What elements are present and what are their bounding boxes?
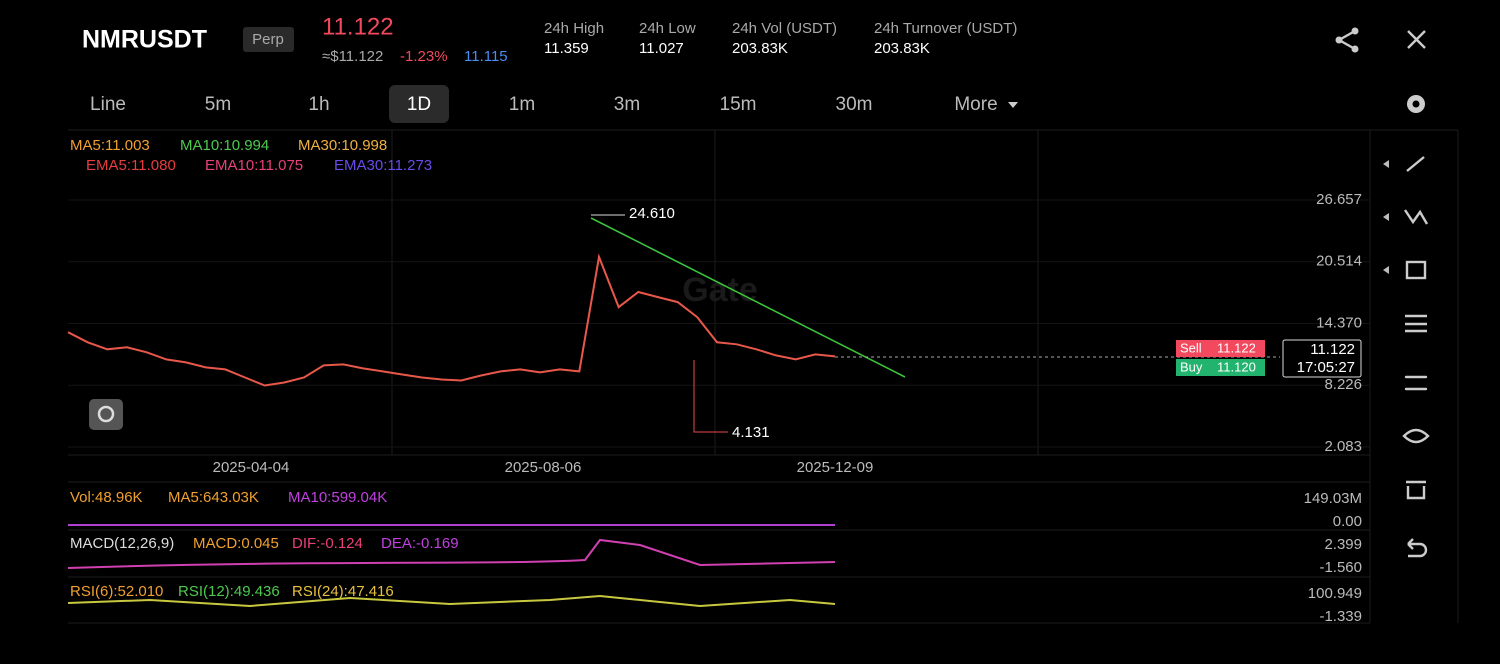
macd-line: [67, 538, 836, 569]
vol-label: MA5:643.03K: [168, 489, 259, 506]
tool-eye[interactable]: [1402, 428, 1430, 444]
tool-layers[interactable]: [1404, 375, 1428, 391]
close-icon[interactable]: [1407, 30, 1426, 49]
stat-label: 24h Vol (USDT): [732, 20, 837, 37]
macd-label: MACD:0.045: [193, 535, 279, 552]
badge: Perp: [252, 31, 284, 48]
buy-label: Buy: [1180, 359, 1203, 374]
ema-label: EMA5:11.080: [86, 157, 176, 174]
macd-axis-label: -1.560: [1319, 559, 1362, 576]
buy-price: 11.120: [1217, 359, 1256, 374]
timeframe-tab[interactable]: 1D: [407, 94, 431, 115]
symbol[interactable]: NMRUSDT: [82, 26, 207, 54]
timeframe-tab[interactable]: 1m: [509, 94, 535, 115]
approx-price: ≈$11.122: [322, 48, 383, 65]
trend-line[interactable]: [590, 217, 906, 378]
macd-label: MACD(12,26,9): [70, 535, 174, 552]
current-box: [1282, 339, 1362, 378]
sell-label: Sell: [1180, 340, 1202, 355]
low-label: 4.131: [732, 424, 770, 441]
frame: [68, 129, 1459, 624]
high-label: 24.610: [629, 205, 675, 222]
sell-tag[interactable]: [1176, 340, 1265, 357]
active-tab-bg: [389, 85, 449, 123]
timeframe-tab[interactable]: More: [954, 94, 997, 115]
stat-value: 11.027: [639, 40, 684, 57]
y-tick-label: 26.657: [1316, 191, 1362, 208]
timeframe-tab[interactable]: 1h: [308, 94, 329, 115]
stat-value: 203.83K: [874, 40, 930, 57]
toolbar-arrows: [1383, 160, 1389, 274]
ema-label: EMA10:11.075: [205, 157, 303, 174]
timeframe-tab[interactable]: 30m: [836, 94, 873, 115]
tool-line[interactable]: [1406, 156, 1425, 172]
tool-undo[interactable]: [1407, 538, 1428, 558]
stat-label: 24h Turnover (USDT): [874, 20, 1017, 37]
rsi-label: RSI(24):47.416: [292, 583, 394, 600]
dropdown-icon: [1008, 102, 1018, 108]
vol-axis-label: 149.03M: [1304, 490, 1362, 507]
stat-value: 203.83K: [732, 40, 788, 57]
macd-label: DIF:-0.124: [292, 535, 363, 552]
share-icon[interactable]: [1335, 27, 1359, 53]
timeframe-tab[interactable]: Line: [90, 94, 126, 115]
tool-delete[interactable]: [1406, 480, 1426, 500]
price-line: [67, 253, 836, 387]
timeframe-tab[interactable]: 5m: [205, 94, 231, 115]
timeframe-tab[interactable]: 3m: [614, 94, 640, 115]
toggle-button[interactable]: [89, 399, 123, 430]
rsi-axis-label: -1.339: [1319, 608, 1362, 625]
ma-label: MA10:10.994: [180, 137, 269, 154]
x-tick-label: 2025-12-09: [797, 459, 874, 476]
change: -1.23%: [400, 48, 448, 65]
x-tick-label: 2025-08-06: [505, 459, 582, 476]
rsi-label: RSI(12):49.436: [178, 583, 280, 600]
y-tick-label: 20.514: [1316, 253, 1362, 270]
mark-price: 11.115: [464, 48, 508, 65]
y-tick-label: 2.083: [1324, 438, 1362, 455]
ema-label: EMA30:11.273: [334, 157, 432, 174]
tool-settings[interactable]: [1405, 314, 1427, 333]
tool-rect[interactable]: [1405, 260, 1427, 280]
buy-tag[interactable]: [1176, 359, 1265, 376]
vol-label: MA10:599.04K: [288, 489, 387, 506]
countdown: 17:05:27: [1297, 359, 1355, 376]
vol-axis-label: 0.00: [1333, 513, 1362, 530]
rsi-axis-label: 100.949: [1308, 585, 1362, 602]
rsi-line: [67, 594, 836, 608]
settings-icon[interactable]: [1407, 95, 1425, 113]
tool-wave[interactable]: [1404, 209, 1429, 225]
current-price: 11.122: [1310, 341, 1355, 358]
watermark: Gate: [682, 271, 758, 309]
badge-bg: [243, 27, 294, 52]
ma-label: MA30:10.998: [298, 137, 387, 154]
sell-price: 11.122: [1217, 340, 1256, 355]
last-price: 11.122: [322, 13, 394, 40]
stat-label: 24h High: [544, 20, 604, 37]
timeframe-tab[interactable]: 15m: [720, 94, 757, 115]
stat-value: 11.359: [544, 40, 589, 57]
ma-label: MA5:11.003: [70, 137, 150, 154]
x-tick-label: 2025-04-04: [213, 459, 290, 476]
y-tick-label: 8.226: [1324, 376, 1362, 393]
low-pointer: [693, 360, 728, 433]
y-tick-label: 14.370: [1316, 314, 1362, 331]
vol-label: Vol:48.96K: [70, 489, 143, 506]
stat-label: 24h Low: [639, 20, 696, 37]
macd-axis-label: 2.399: [1324, 536, 1362, 553]
toggle-icon: [97, 405, 115, 423]
macd-label: DEA:-0.169: [381, 535, 459, 552]
rsi-label: RSI(6):52.010: [70, 583, 163, 600]
